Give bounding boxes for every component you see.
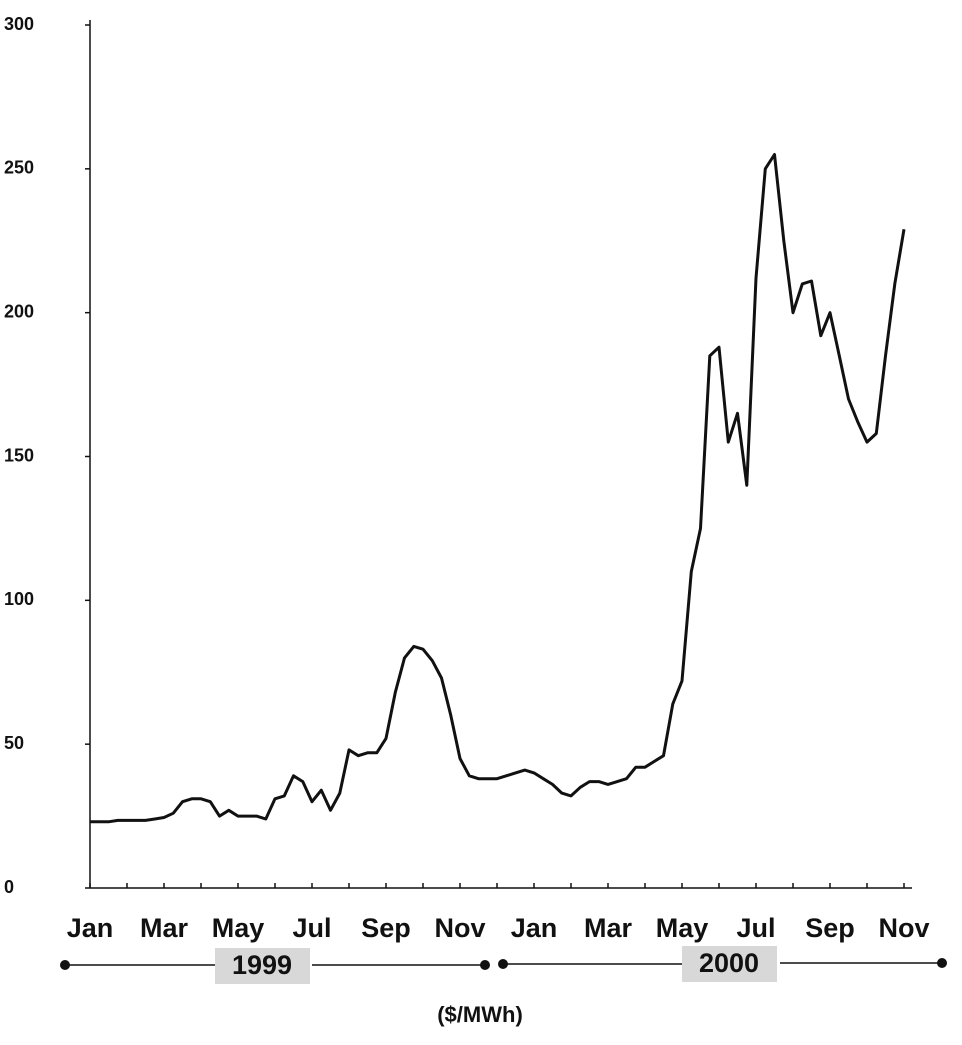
x-tick-label: Jan bbox=[511, 913, 558, 943]
x-tick-label: Mar bbox=[584, 913, 633, 943]
year-dot bbox=[498, 959, 508, 969]
y-tick-label: 100 bbox=[4, 589, 34, 609]
x-tick-label: May bbox=[212, 913, 265, 943]
y-tick-label: 150 bbox=[4, 445, 34, 465]
x-tick-label: Jul bbox=[736, 913, 775, 943]
x-tick-label: Jan bbox=[67, 913, 114, 943]
y-tick-label: 300 bbox=[4, 14, 34, 34]
y-tick-label: 50 bbox=[4, 733, 24, 753]
x-tick-label: Sep bbox=[361, 913, 411, 943]
x-tick-label: Jul bbox=[292, 913, 331, 943]
x-tick-label: Nov bbox=[878, 913, 929, 943]
y-tick-label: 250 bbox=[4, 158, 34, 178]
x-tick-label: May bbox=[656, 913, 709, 943]
x-tick-label: Sep bbox=[805, 913, 855, 943]
y-tick-label: 200 bbox=[4, 301, 34, 321]
year-dot bbox=[480, 960, 490, 970]
y-tick-label: 0 bbox=[4, 877, 14, 897]
year-dot bbox=[60, 960, 70, 970]
year-label: 1999 bbox=[232, 950, 292, 980]
x-tick-label: Mar bbox=[140, 913, 189, 943]
year-box bbox=[682, 946, 777, 982]
year-dot bbox=[937, 958, 947, 968]
x-tick-label: Nov bbox=[434, 913, 485, 943]
year-label: 2000 bbox=[699, 948, 759, 978]
price-line bbox=[90, 153, 906, 824]
unit-label: ($/MWh) bbox=[437, 1002, 523, 1027]
year-box bbox=[215, 948, 310, 984]
